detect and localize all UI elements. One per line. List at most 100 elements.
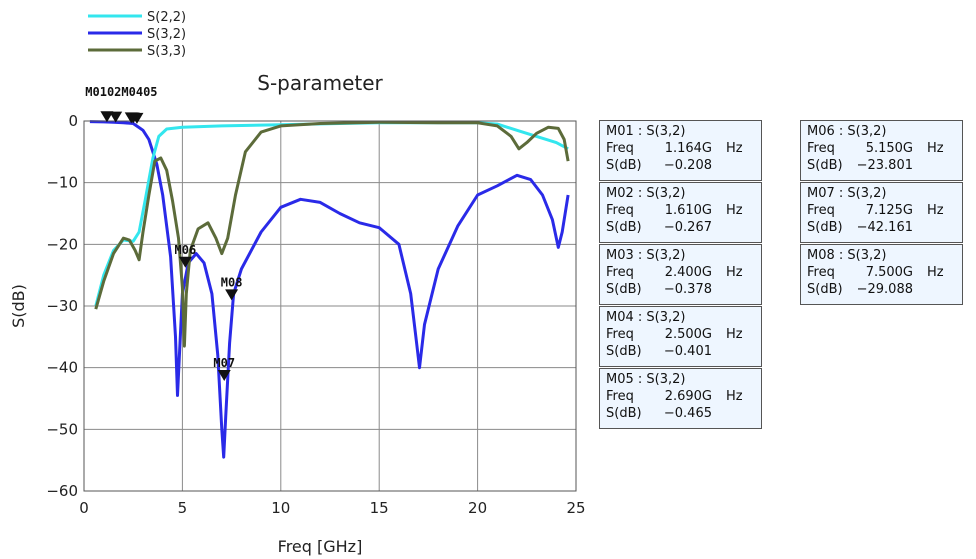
marker-label-m08: M08 [221,275,243,289]
readout-row: Freq 1.610G Hz [606,202,761,219]
legend-label: S(3,3) [147,44,186,59]
readout-title: M03 : S(3,2) [606,248,686,263]
readout-row: M08 : S(3,2) [807,247,962,264]
readout-row: Freq 5.150G Hz [807,140,962,157]
readout-row: S(dB) −23.801 [807,157,962,174]
marker-m02 [109,111,123,123]
markers: M0102M0405 M06 M07 M08 [85,85,242,381]
readout-row: Freq 2.400G Hz [606,264,761,281]
readout-freq-label: Freq [807,265,835,280]
readout-row: M02 : S(3,2) [606,185,761,202]
readout-db-value: −42.161 [856,220,913,235]
y-tick-label: −50 [46,420,78,438]
series-layer [89,120,570,459]
readout-title: M06 : S(3,2) [807,124,887,139]
marker-readout-box: M03 : S(3,2) Freq 2.400G Hz S(dB) −0.378 [599,244,762,305]
readout-title: M02 : S(3,2) [606,186,686,201]
x-tick-label: 25 [566,499,585,517]
marker-m08 [225,289,239,301]
y-axis-label: S(dB) [9,284,28,328]
marker-m06 [178,256,192,268]
series-line-S(3,2) [89,120,570,459]
readout-freq-label: Freq [606,141,634,156]
readout-row: Freq 1.164G Hz [606,140,761,157]
y-tick-label: −40 [46,359,78,377]
x-tick-label: 5 [178,499,188,517]
marker-readout-box: M02 : S(3,2) Freq 1.610G Hz S(dB) −0.267 [599,182,762,243]
readout-row: Freq 2.500G Hz [606,326,761,343]
marker-label-m07: M07 [213,356,235,370]
x-tick-label: 10 [271,499,290,517]
marker-readout-box: M04 : S(3,2) Freq 2.500G Hz S(dB) −0.401 [599,306,762,367]
readout-freq-value: 2.690G [664,389,712,404]
marker-readout-box: M06 : S(3,2) Freq 5.150G Hz S(dB) −23.801 [800,120,963,181]
marker-m01 [100,111,114,123]
readout-row: M07 : S(3,2) [807,185,962,202]
marker-label-m06: M06 [175,243,197,257]
readout-db-label: S(dB) [606,220,642,235]
marker-readout-box: M08 : S(3,2) Freq 7.500G Hz S(dB) −29.088 [800,244,963,305]
readout-freq-label: Freq [606,389,634,404]
readout-freq-value: 5.150G [865,141,913,156]
plot-frame [83,120,577,492]
readout-freq-label: Freq [606,265,634,280]
x-tick-label: 0 [79,499,89,517]
marker-readout-box: M01 : S(3,2) Freq 1.164G Hz S(dB) −0.208 [599,120,762,181]
readout-title: M01 : S(3,2) [606,124,686,139]
marker-readout-box: M05 : S(3,2) Freq 2.690G Hz S(dB) −0.465 [599,368,762,429]
readout-db-label: S(dB) [807,282,843,297]
readout-db-label: S(dB) [606,282,642,297]
readout-row: M04 : S(3,2) [606,309,761,326]
readout-db-value: −0.401 [663,344,712,359]
marker-m05 [130,112,144,124]
readout-freq-label: Freq [606,327,634,342]
readout-row: M03 : S(3,2) [606,247,761,264]
readout-row: Freq 2.690G Hz [606,388,761,405]
readout-db-value: −0.267 [663,220,712,235]
legend-label: S(2,2) [147,10,186,25]
readout-row: M06 : S(3,2) [807,123,962,140]
y-tick-label: −20 [46,235,78,253]
readout-row: S(dB) −29.088 [807,281,962,298]
readout-freq-unit: Hz [726,389,743,404]
readout-row: S(dB) −0.208 [606,157,761,174]
chart-title: S-parameter [257,71,383,95]
readout-freq-label: Freq [606,203,634,218]
readout-freq-unit: Hz [927,265,944,280]
readout-db-label: S(dB) [606,158,642,173]
readout-title: M04 : S(3,2) [606,310,686,325]
readout-row: Freq 7.125G Hz [807,202,962,219]
series-line-S(3,3) [94,120,570,348]
x-axis-label: Freq [GHz] [278,537,363,556]
readout-row: S(dB) −42.161 [807,219,962,236]
readout-title: M07 : S(3,2) [807,186,887,201]
readout-title: M05 : S(3,2) [606,372,686,387]
readout-freq-unit: Hz [927,141,944,156]
readout-db-label: S(dB) [807,220,843,235]
y-tick-label: −10 [46,174,78,192]
marker-readout-box: M07 : S(3,2) Freq 7.125G Hz S(dB) −42.161 [800,182,963,243]
readout-freq-unit: Hz [726,327,743,342]
readout-freq-value: 7.125G [865,203,913,218]
readout-row: S(dB) −0.401 [606,343,761,360]
readout-freq-value: 2.400G [664,265,712,280]
readout-db-value: −0.208 [663,158,712,173]
readout-row: M05 : S(3,2) [606,371,761,388]
readout-freq-unit: Hz [726,141,743,156]
readout-freq-unit: Hz [726,203,743,218]
readout-row: S(dB) −0.267 [606,219,761,236]
readout-freq-label: Freq [807,141,835,156]
readout-db-label: S(dB) [606,406,642,421]
x-tick-label: 20 [468,499,487,517]
readout-db-value: −23.801 [856,158,913,173]
readout-title: M08 : S(3,2) [807,248,887,263]
y-tick-label: −30 [46,297,78,315]
marker-m07 [217,369,231,381]
readout-row: S(dB) −0.465 [606,405,761,422]
readout-freq-label: Freq [807,203,835,218]
readout-db-label: S(dB) [807,158,843,173]
axes: 0 5 10 15 20 25 0 −10 −20 −30 −40 −50 −60 [46,112,585,517]
readout-freq-value: 2.500G [664,327,712,342]
legend: S(2,2) S(3,2) S(3,3) [88,10,186,59]
